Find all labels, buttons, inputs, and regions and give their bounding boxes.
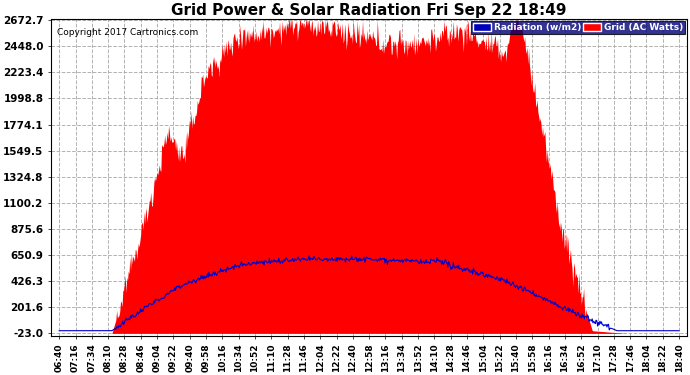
Title: Grid Power & Solar Radiation Fri Sep 22 18:49: Grid Power & Solar Radiation Fri Sep 22 … bbox=[171, 3, 567, 18]
Legend: Radiation (w/m2), Grid (AC Watts): Radiation (w/m2), Grid (AC Watts) bbox=[471, 21, 685, 34]
Text: Copyright 2017 Cartronics.com: Copyright 2017 Cartronics.com bbox=[57, 28, 199, 38]
